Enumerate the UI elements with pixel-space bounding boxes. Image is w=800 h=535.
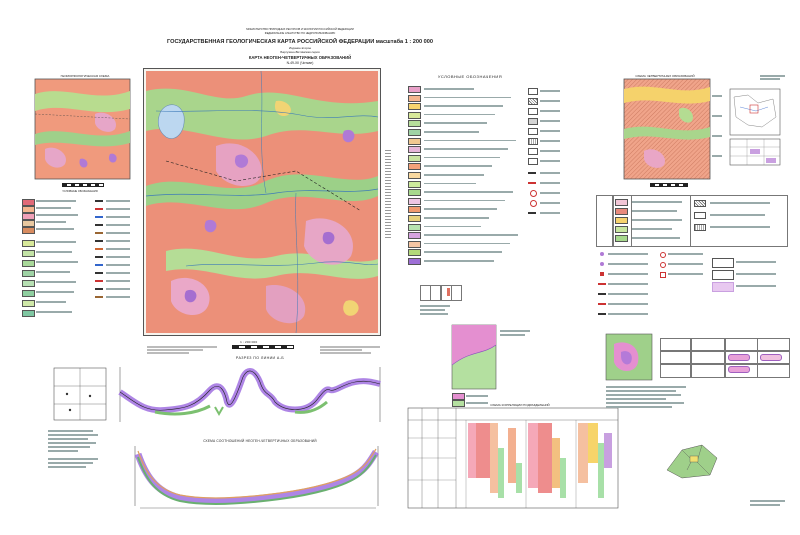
map-name: КАРТА НЕОГЕН-ЧЕТВЕРТИЧНЫХ ОБРАЗОВАНИЙ	[248, 55, 352, 60]
locator-map	[729, 88, 781, 166]
map-footer-left	[147, 345, 217, 355]
legend-swatch	[408, 86, 421, 93]
legend-swatch	[22, 300, 35, 307]
map-scale-bar	[232, 345, 294, 349]
legend-swatch	[408, 111, 421, 119]
legend-text-line	[424, 242, 510, 245]
left-inset-scale	[62, 183, 104, 187]
legend-swatch	[22, 280, 35, 287]
legend-text-line	[424, 131, 479, 133]
legend-swatch	[408, 180, 421, 188]
legend-swatch	[22, 310, 35, 317]
legend-swatch	[408, 197, 421, 205]
legend-text-line	[424, 139, 516, 142]
profile2-title: СХЕМА СООТНОШЕНИЙ НЕОГЕН-ЧЕТВЕРТИЧНЫХ ОБ…	[203, 439, 317, 443]
legend-title: УСЛОВНЫЕ ОБОЗНАЧЕНИЯ	[437, 74, 503, 79]
correlation-title: СХЕМА КОРРЕЛЯЦИИ ПОДРАЗДЕЛЕНИЙ	[490, 403, 550, 407]
left-inset-legend-title: УСЛОВНЫЕ ОБОЗНАЧЕНИЯ	[62, 190, 98, 193]
right-inset-map[interactable]	[623, 78, 711, 180]
legend-text-line	[424, 156, 500, 159]
legend-swatch	[408, 120, 421, 128]
legend-swatch	[22, 290, 35, 297]
legend-text-line	[424, 208, 497, 210]
legend-text-line	[424, 105, 503, 107]
legend-text-line	[424, 217, 489, 219]
legend-text-line	[424, 96, 511, 99]
agency-line: ФЕДЕРАЛЬНОЕ АГЕНТСТВО ПО НЕДРОПОЛЬЗОВАНИ…	[264, 32, 336, 35]
legend-swatch	[408, 103, 421, 111]
legend-swatch	[615, 208, 628, 215]
legend-swatch	[22, 240, 35, 247]
sheet-number: N-49-XII (Читкан)	[286, 61, 314, 65]
legend-text-line	[424, 88, 474, 90]
legend-text-line	[424, 251, 502, 253]
legend-text-line	[424, 122, 487, 124]
profile1-title: РАЗРЕЗ ПО ЛИНИИ А-Б	[235, 356, 285, 360]
cross-section-2[interactable]	[130, 444, 382, 514]
legend-swatch	[22, 206, 35, 213]
legend-swatch	[408, 206, 421, 214]
legend-swatch	[408, 240, 421, 248]
legend-text-line	[424, 191, 513, 193]
right-bottom-inset	[605, 333, 653, 381]
legend-text-line	[424, 260, 494, 262]
legend-swatch	[408, 189, 421, 197]
legend-swatch	[22, 199, 35, 206]
legend-swatch	[408, 154, 421, 162]
left-inset-title: ГЕОМОРФОЛОГИЧЕСКАЯ СХЕМА	[60, 74, 110, 78]
ministry-line: МИНИСТЕРСТВО ПРИРОДНЫХ РЕСУРСОВ И ЭКОЛОГ…	[246, 28, 354, 31]
legend-swatch	[408, 163, 421, 171]
legend-swatch	[408, 172, 421, 179]
correlation-chart	[407, 407, 619, 509]
legend-swatch	[408, 215, 421, 222]
legend-swatch	[408, 249, 421, 257]
main-geologic-map[interactable]	[145, 70, 379, 334]
stratigraphic-column-diagram	[53, 367, 107, 421]
legend-text-line	[424, 182, 476, 185]
legend-swatch	[22, 250, 35, 257]
legend-swatch	[22, 220, 35, 227]
legend-text-line	[424, 113, 495, 116]
tectonic-scheme	[451, 324, 497, 390]
series-label: Баргузино-Витимская серия	[280, 50, 320, 54]
legend-text-line	[424, 174, 484, 176]
map-footer-right	[320, 345, 380, 355]
legend-swatch	[615, 217, 628, 224]
legend-swatch	[408, 94, 421, 102]
legend-swatch	[615, 226, 628, 233]
legend-swatch	[22, 227, 35, 234]
page-title: ГОСУДАРСТВЕННАЯ ГЕОЛОГИЧЕСКАЯ КАРТА РОСС…	[167, 39, 433, 45]
legend-swatch	[408, 129, 421, 136]
legend-swatch	[615, 235, 628, 242]
right-inset-title: СХЕМА ЧЕТВЕРТИЧНЫХ ОБРАЗОВАНИЙ	[635, 74, 695, 78]
legend-swatch	[22, 260, 35, 267]
legend-swatch	[22, 213, 35, 220]
legend-swatch	[615, 199, 628, 206]
legend-swatch	[22, 270, 35, 277]
location-scheme	[666, 444, 718, 479]
legend-divider	[385, 150, 391, 240]
legend-text-line	[424, 148, 508, 150]
legend-swatch	[408, 223, 421, 231]
legend-swatch	[408, 137, 421, 145]
edition-label: Издание второе	[288, 46, 312, 50]
legend-text-line	[424, 199, 505, 202]
cross-section-1[interactable]	[115, 362, 385, 437]
map-scale-label: 1 : 200 000	[240, 340, 258, 344]
legend-text-line	[424, 225, 481, 228]
legend-text-line	[424, 234, 518, 236]
legend-swatch	[408, 232, 421, 240]
legend-swatch	[408, 146, 421, 154]
right-inset-scale	[650, 183, 688, 187]
left-inset-map[interactable]	[34, 78, 131, 180]
legend-text-line	[424, 165, 492, 167]
legend-swatch	[408, 258, 421, 265]
